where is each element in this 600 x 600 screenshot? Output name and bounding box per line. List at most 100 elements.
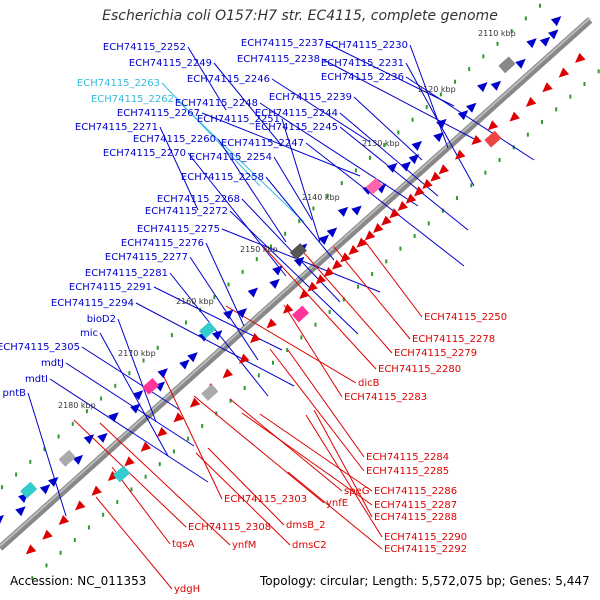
gene-label: ydgH — [174, 584, 200, 595]
tick-dot — [102, 512, 105, 517]
gene-feature — [179, 359, 190, 370]
label-leader — [229, 398, 343, 492]
gene-feature — [575, 52, 586, 63]
accession-text: Accession: NC_011353 — [10, 574, 147, 588]
tick-dot — [385, 259, 388, 264]
gene-feature — [15, 506, 26, 517]
gene-label: ECH74115_2254 — [189, 152, 272, 163]
gene-feature — [539, 36, 551, 47]
label-leader — [159, 126, 199, 211]
tick-dot — [172, 449, 175, 454]
gene-label: dicB — [358, 378, 380, 389]
label-leader — [27, 392, 67, 517]
gene-feature — [272, 265, 283, 276]
gene-feature — [39, 484, 51, 495]
gene-feature — [408, 154, 420, 165]
gene-label: dmsB_2 — [286, 520, 326, 531]
gene-label: ECH74115_2263 — [77, 78, 160, 89]
gene-feature — [83, 434, 95, 445]
gene-feature — [223, 309, 234, 320]
label-leader — [271, 78, 371, 143]
tick-dot — [399, 246, 402, 251]
gene-label: ECH74115_2286 — [374, 486, 457, 497]
tick-dot — [59, 550, 62, 555]
gene-label: ECH74115_2285 — [366, 466, 449, 477]
gene-label: ECH74115_2288 — [374, 512, 457, 523]
gene-feature — [91, 485, 102, 496]
gene-feature — [129, 403, 141, 414]
gene-feature — [356, 237, 368, 248]
label-leader — [259, 102, 419, 207]
gene-feature — [340, 252, 351, 263]
gene-feature — [58, 515, 70, 526]
gene-label: ECH74115_2262 — [91, 94, 174, 105]
label-leader — [207, 447, 285, 526]
tick-dot — [241, 269, 244, 274]
tick-dot — [114, 383, 117, 388]
gene-feature — [490, 80, 502, 91]
gene-feature — [291, 305, 310, 323]
gene-label: mic — [80, 328, 98, 339]
gene-label: ECH74115_2236 — [321, 72, 404, 83]
gene-feature — [247, 287, 259, 298]
gene-label: ECH74115_2260 — [133, 134, 216, 145]
gene-label: ECH74115_2275 — [137, 224, 220, 235]
tick-dots — [0, 3, 600, 581]
label-leader — [363, 239, 423, 318]
gene-label: mdtJ — [41, 358, 64, 369]
tick-dot — [498, 157, 501, 162]
gene-feature — [389, 208, 400, 219]
gene-feature — [498, 56, 516, 74]
gene-label: ECH74115_2270 — [103, 148, 186, 159]
gene-label: ECH74115_2239 — [269, 92, 352, 103]
gene-feature — [550, 16, 562, 27]
label-leader — [195, 452, 291, 546]
gene-feature — [124, 456, 135, 467]
tick-dot — [128, 371, 131, 376]
gene-label: ECH74115_2294 — [51, 298, 134, 309]
label-leader — [99, 422, 231, 546]
gene-feature — [187, 352, 198, 363]
label-leader — [281, 118, 321, 243]
tick-dot — [541, 119, 544, 124]
gene-feature — [20, 481, 38, 499]
label-leader — [201, 112, 361, 177]
label-leader — [241, 198, 341, 303]
gene-label: ECH74115_2231 — [321, 58, 404, 69]
gene-label: ynfM — [232, 540, 256, 551]
gene-feature — [236, 308, 248, 319]
gene-feature — [108, 412, 119, 423]
gene-label: dmsC2 — [292, 540, 327, 551]
tick-labels: 2110 kbp 2120 kbp 2130 kbp 2140 kbp 2150 kbp… — [58, 29, 516, 410]
label-leader — [273, 156, 313, 221]
gene-feature — [364, 230, 376, 241]
gene-feature — [211, 330, 223, 341]
tick-dot — [340, 181, 343, 186]
gene-label: ynfE — [326, 498, 348, 509]
gene-feature — [318, 234, 329, 245]
gene-feature — [299, 288, 310, 300]
tick-dot — [524, 16, 527, 21]
gene-feature — [42, 529, 53, 540]
gene-feature — [438, 164, 450, 175]
label-leader — [339, 126, 469, 231]
tick-dot — [187, 436, 190, 441]
gene-feature — [348, 244, 359, 256]
tick-dot — [397, 130, 400, 135]
tick-label: 2110 kbp — [478, 29, 516, 38]
tick-dot — [100, 396, 103, 401]
label-leader — [49, 378, 209, 483]
tick-dot — [185, 320, 188, 325]
gene-feature — [436, 118, 447, 129]
tick-dot — [227, 282, 230, 287]
gene-label: ECH74115_2290 — [384, 532, 467, 543]
gene-feature — [397, 200, 409, 211]
gene-feature — [0, 514, 4, 525]
label-leader — [217, 138, 287, 243]
label-leader — [81, 346, 181, 411]
gene-feature — [326, 227, 338, 238]
label-leader — [269, 348, 365, 472]
gene-feature — [156, 426, 168, 438]
tick-dot — [482, 54, 485, 59]
